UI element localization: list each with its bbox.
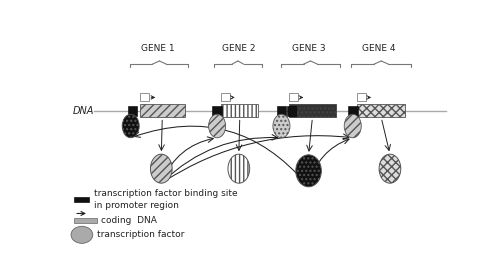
Bar bbox=[348, 106, 358, 116]
Ellipse shape bbox=[228, 154, 250, 183]
Bar bbox=[74, 197, 89, 202]
Bar bbox=[289, 104, 336, 117]
Bar bbox=[140, 93, 148, 101]
Bar bbox=[357, 93, 366, 101]
Ellipse shape bbox=[379, 154, 401, 183]
Text: GENE 2: GENE 2 bbox=[222, 44, 256, 53]
Ellipse shape bbox=[208, 114, 226, 138]
Bar bbox=[222, 93, 230, 101]
Bar bbox=[289, 93, 298, 101]
Text: transcription factor: transcription factor bbox=[98, 230, 185, 239]
Text: transcription factor binding site
in promoter region: transcription factor binding site in pro… bbox=[94, 189, 237, 210]
Text: GENE 3: GENE 3 bbox=[292, 44, 326, 53]
Ellipse shape bbox=[150, 154, 172, 183]
Bar bbox=[357, 104, 406, 117]
Text: coding  DNA: coding DNA bbox=[101, 216, 157, 225]
Ellipse shape bbox=[296, 155, 322, 187]
Bar bbox=[140, 104, 184, 117]
Bar bbox=[277, 106, 285, 116]
Bar bbox=[222, 104, 258, 117]
Ellipse shape bbox=[273, 114, 290, 138]
Ellipse shape bbox=[344, 114, 362, 138]
Bar bbox=[212, 106, 222, 116]
Bar bbox=[74, 217, 98, 224]
Bar bbox=[287, 106, 296, 116]
Ellipse shape bbox=[122, 114, 139, 138]
Text: GENE 4: GENE 4 bbox=[362, 44, 395, 53]
Text: DNA: DNA bbox=[73, 106, 94, 116]
Bar bbox=[128, 106, 138, 116]
Text: GENE 1: GENE 1 bbox=[140, 44, 174, 53]
Ellipse shape bbox=[71, 226, 92, 243]
